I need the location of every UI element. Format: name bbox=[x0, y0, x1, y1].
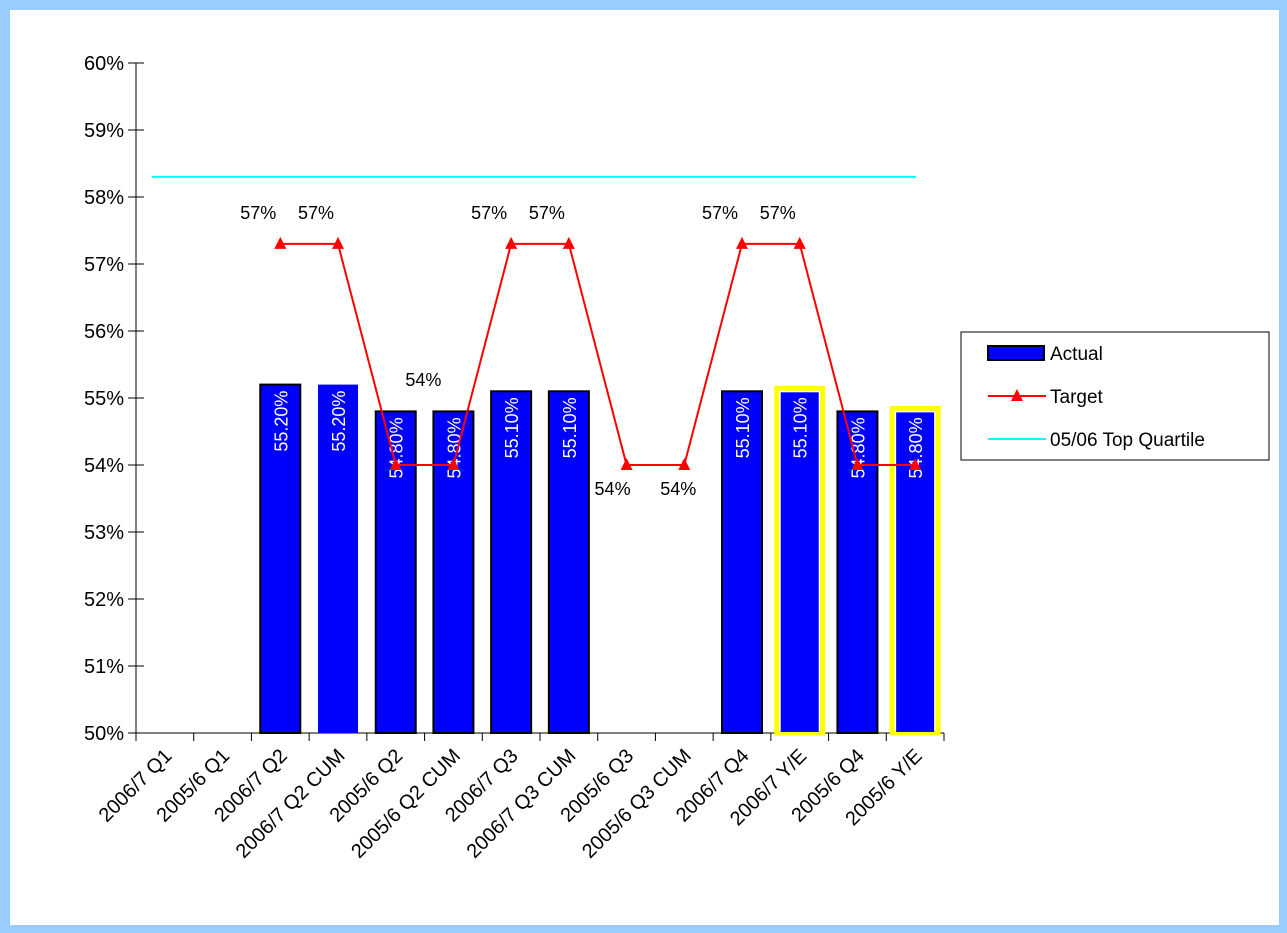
legend-label-target: Target bbox=[1050, 387, 1104, 408]
y-tick-label: 56% bbox=[84, 321, 124, 343]
bar-highlight bbox=[774, 385, 826, 736]
target-value-label: 57% bbox=[760, 203, 796, 223]
y-tick-label: 53% bbox=[84, 522, 124, 544]
bar-value-label: 55.20% bbox=[329, 391, 349, 452]
target-line-segment bbox=[337, 243, 397, 466]
target-value-label: 57% bbox=[240, 203, 276, 223]
target-marker bbox=[274, 236, 287, 249]
legend-label-quartile: 05/06 Top Quartile bbox=[1050, 430, 1205, 451]
y-tick-label: 57% bbox=[84, 254, 124, 276]
legend-marker-target bbox=[1011, 389, 1023, 401]
target-value-label: 54% bbox=[660, 479, 696, 499]
target-marker bbox=[851, 458, 864, 470]
target-value-label: 54% bbox=[405, 370, 441, 390]
y-tick-label: 50% bbox=[84, 723, 124, 745]
target-line-segment bbox=[798, 243, 859, 466]
bar-value-label: 55.20% bbox=[271, 391, 291, 452]
target-line-segment bbox=[567, 243, 628, 466]
target-marker bbox=[620, 458, 633, 470]
legend-label-actual: Actual bbox=[1050, 344, 1103, 365]
y-tick-label: 55% bbox=[84, 388, 124, 410]
target-value-label: 54% bbox=[595, 479, 631, 499]
target-line-segment bbox=[452, 243, 513, 466]
chart-frame: 50% 51% 52% 53% 54% 55% 56% 57% 58% 59% 60% 2006/7 … bbox=[10, 10, 1279, 925]
bar-value-label: 54.80% bbox=[906, 417, 926, 478]
y-tick-label: 58% bbox=[84, 187, 124, 209]
target-value-label: 57% bbox=[529, 203, 565, 223]
target-marker bbox=[793, 236, 806, 249]
bar-value-label: 54.80% bbox=[444, 417, 464, 478]
bar-value-label: 55.10% bbox=[733, 397, 753, 458]
target-value-label: 57% bbox=[471, 203, 507, 223]
bar bbox=[259, 383, 302, 734]
target-marker bbox=[505, 236, 518, 249]
target-value-label: 57% bbox=[702, 203, 738, 223]
bar bbox=[721, 390, 763, 734]
bar-value-label: 55.10% bbox=[791, 397, 811, 458]
bar-value-label: 54.80% bbox=[387, 417, 407, 478]
target-marker bbox=[909, 458, 922, 470]
bar bbox=[547, 390, 590, 734]
bar bbox=[318, 384, 358, 733]
target-marker bbox=[389, 458, 402, 470]
target-marker bbox=[447, 458, 460, 470]
target-line-segment bbox=[683, 243, 743, 466]
plot-area: 50%51%52%53%54%55%56%57%58%59%60%2006/7 … bbox=[84, 53, 1270, 863]
y-tick-label: 59% bbox=[84, 120, 124, 142]
target-value-label: 57% bbox=[298, 203, 334, 223]
y-tick-label: 52% bbox=[84, 589, 124, 611]
y-tick-label: 51% bbox=[84, 656, 124, 678]
y-tick-label: 60% bbox=[84, 53, 124, 75]
target-marker bbox=[562, 236, 575, 249]
bar-value-label: 55.10% bbox=[560, 397, 580, 458]
bar bbox=[490, 390, 533, 734]
legend: Actual Target 05/06 Top Quartile bbox=[960, 331, 1270, 461]
bar-value-label: 54.80% bbox=[848, 417, 868, 478]
target-marker bbox=[332, 236, 344, 249]
y-tick-label: 54% bbox=[84, 455, 124, 477]
target-marker bbox=[736, 236, 748, 249]
bar bbox=[780, 392, 819, 732]
legend-swatch-actual bbox=[987, 345, 1045, 361]
bar-highlight bbox=[889, 405, 941, 736]
bar-value-label: 55.10% bbox=[502, 397, 522, 458]
chart-svg: 50%51%52%53%54%55%56%57%58%59%60%2006/7 … bbox=[84, 53, 1270, 863]
target-marker bbox=[678, 458, 691, 470]
